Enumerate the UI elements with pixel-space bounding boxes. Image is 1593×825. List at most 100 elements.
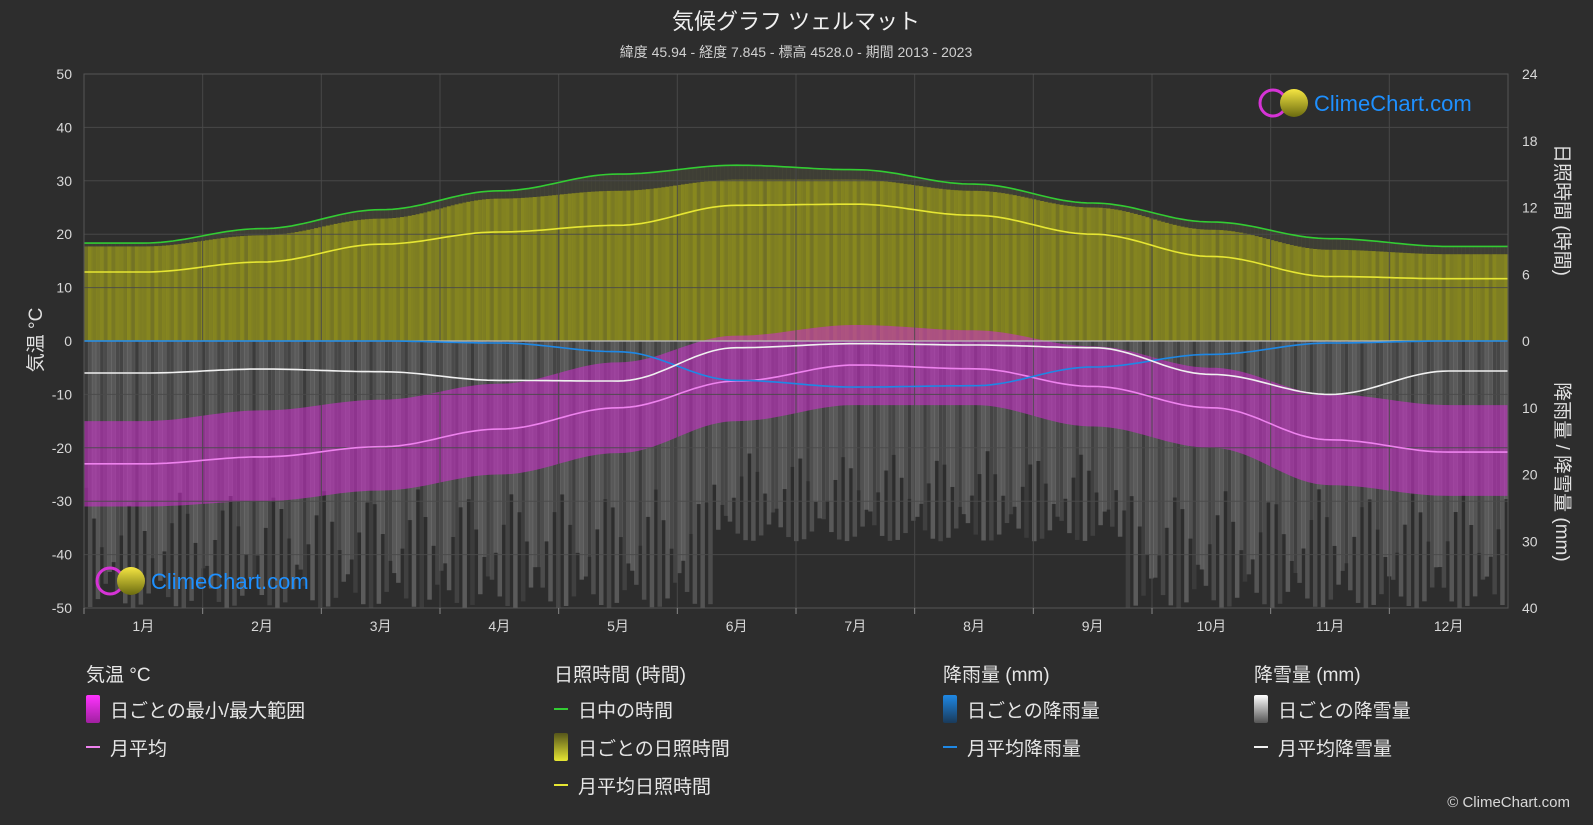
sunshine-bar: [1410, 253, 1415, 341]
x-tick-label: 8月: [963, 618, 985, 634]
sunshine-bar: [1273, 241, 1279, 341]
x-tick-label: 2月: [251, 618, 273, 634]
sunshine-bar: [661, 187, 666, 341]
snow-bar: [751, 341, 756, 541]
sunshine-bar: [364, 219, 370, 341]
sunshine-bar: [403, 216, 409, 341]
sunshine-bar: [579, 192, 584, 341]
y-right-sun-tick: 6: [1522, 266, 1530, 282]
sunshine-bar: [1262, 238, 1267, 341]
snow-bar: [1184, 341, 1189, 603]
sunshine-bar: [1152, 219, 1158, 341]
sunshine-bar: [130, 246, 136, 341]
snow-bar: [946, 341, 951, 538]
y-right-precip-tick: 30: [1522, 533, 1538, 549]
snow-bar: [677, 341, 682, 574]
logo-text-top: ClimeChart.com: [1314, 91, 1472, 116]
sunshine-bar: [294, 232, 300, 341]
sunshine-bar: [587, 191, 592, 341]
sunshine-bar: [431, 210, 436, 341]
sunshine-bar: [790, 179, 795, 341]
sunshine-bar: [1078, 207, 1084, 341]
sunshine-bar: [1121, 211, 1127, 341]
sunshine-bar: [162, 245, 167, 341]
sunshine-bar: [708, 181, 713, 341]
snow-bar: [513, 341, 518, 608]
sunshine-bar: [1301, 247, 1306, 341]
sunshine-bar: [111, 246, 116, 341]
sunshine-bar: [349, 221, 354, 341]
sunshine-bar: [126, 246, 132, 341]
legend-label: 日ごとの降雨量: [967, 700, 1100, 722]
sunshine-bar: [1429, 254, 1435, 341]
sunshine-bar: [653, 188, 659, 341]
snow-bar: [177, 341, 183, 493]
sunshine-bar: [193, 241, 198, 341]
snow-bar: [680, 341, 686, 561]
sunshine-bar: [735, 179, 741, 341]
y-left-tick: -30: [52, 493, 72, 509]
sunshine-bar: [665, 186, 670, 341]
logo-top[interactable]: ClimeChart.com: [1258, 88, 1472, 118]
sunshine-mean-swatch: [554, 784, 568, 786]
snow-bar: [1211, 341, 1216, 601]
snow-bar: [719, 341, 725, 505]
sunshine-bar: [189, 242, 194, 341]
sunshine-bar: [1059, 204, 1064, 341]
snow-bar: [1234, 341, 1240, 598]
snow-bar: [954, 341, 959, 529]
sunshine-bar: [450, 205, 456, 341]
sunshine-bar: [1418, 253, 1423, 341]
sunshine-bar: [544, 195, 549, 341]
sunshine-bar: [1359, 250, 1365, 341]
snow-mean-swatch: [1254, 746, 1268, 748]
legend-label: 月平均降雪量: [1278, 738, 1393, 760]
sunshine-bar: [197, 241, 202, 341]
sunshine-bar: [173, 244, 179, 341]
sunshine-bar: [446, 206, 452, 341]
snow-bar: [1141, 341, 1146, 596]
logo-bottom[interactable]: ClimeChart.com: [95, 566, 309, 596]
temp-mean-swatch: [86, 746, 100, 748]
sunshine-bar: [1355, 250, 1361, 341]
snow-bar: [716, 341, 721, 530]
sunshine-bar: [400, 217, 405, 341]
rain-daily-swatch: [943, 695, 957, 723]
sunshine-bar: [591, 191, 596, 341]
sunshine-bar: [1289, 245, 1295, 341]
snow-bar: [883, 341, 889, 471]
snow-bar: [1032, 341, 1037, 542]
sunshine-bar: [567, 193, 573, 341]
rain-mean-line: [84, 340, 1508, 388]
sunshine-bar: [1457, 254, 1462, 341]
sunshine-bar: [872, 180, 877, 341]
sunshine-bar: [337, 223, 343, 341]
sunshine-bar: [423, 212, 428, 341]
temperature-mean-line: [84, 364, 1508, 465]
snow-bar: [1262, 341, 1267, 605]
snow-bar: [1117, 341, 1123, 537]
sunshine-bar: [1465, 254, 1470, 341]
sunshine-bar: [817, 179, 822, 341]
sunshine-bar: [1363, 250, 1369, 341]
sunshine-bar: [528, 197, 534, 341]
sunshine-bar: [914, 185, 920, 341]
sunshine-bar: [1371, 251, 1376, 341]
sunshine-bar: [891, 182, 897, 341]
y-left-tick: 0: [64, 333, 72, 349]
right-axis-label-top: 日照時間 (時間): [1551, 144, 1573, 276]
sunshine-bar: [134, 246, 140, 341]
sunshine-bar: [509, 198, 514, 341]
y-left-tick: -50: [52, 600, 72, 616]
sunshine-bar: [91, 246, 97, 341]
snow-bar: [805, 341, 811, 482]
sunshine-bar: [930, 187, 936, 341]
snow-bar: [836, 341, 842, 540]
sunshine-bar: [1113, 209, 1119, 341]
snow-bar: [1055, 341, 1060, 517]
sunshine-bar: [1090, 207, 1096, 341]
sunshine-bar: [692, 182, 698, 341]
sunshine-mean-line: [84, 203, 1508, 280]
sunshine-bar: [926, 187, 932, 341]
sunshine-bar: [435, 209, 440, 341]
